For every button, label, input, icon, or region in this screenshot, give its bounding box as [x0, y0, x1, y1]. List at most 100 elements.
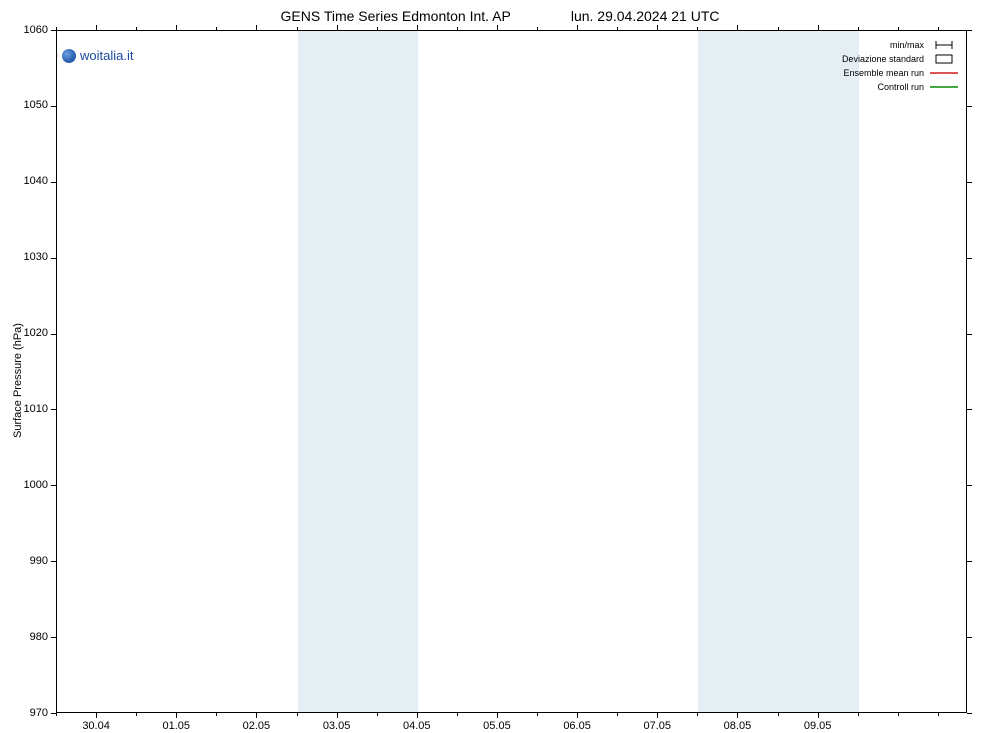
x-tick-top [657, 25, 658, 30]
x-tick-label: 07.05 [632, 720, 682, 732]
shaded-band [698, 31, 858, 712]
x-tick-label: 08.05 [712, 720, 762, 732]
y-tick-label: 1020 [24, 327, 48, 339]
y-tick-right [967, 334, 972, 335]
x-tick-label: 02.05 [231, 720, 281, 732]
x-minor-tick-top [297, 27, 298, 30]
x-tick-label: 05.05 [472, 720, 522, 732]
x-tick [337, 713, 338, 718]
x-minor-tick-top [858, 27, 859, 30]
x-minor-tick [297, 713, 298, 716]
y-tick-label: 970 [30, 707, 48, 719]
watermark-text: woitalia.it [80, 48, 133, 63]
x-tick [96, 713, 97, 718]
y-tick [51, 637, 56, 638]
x-minor-tick [858, 713, 859, 716]
legend-item-label: Deviazione standard [842, 54, 924, 64]
x-minor-tick-top [778, 27, 779, 30]
legend-item-label: Controll run [877, 82, 924, 92]
legend-item-label: min/max [890, 40, 924, 50]
x-minor-tick-top [56, 27, 57, 30]
y-tick-right [967, 409, 972, 410]
y-tick-label: 990 [30, 555, 48, 567]
x-minor-tick-top [457, 27, 458, 30]
y-tick [51, 30, 56, 31]
x-minor-tick-top [697, 27, 698, 30]
y-axis-label: Surface Pressure (hPa) [12, 323, 24, 438]
x-minor-tick-top [377, 27, 378, 30]
x-minor-tick-top [898, 27, 899, 30]
x-minor-tick-top [136, 27, 137, 30]
title-segment: lun. 29.04.2024 21 UTC [571, 8, 720, 24]
y-tick-right [967, 561, 972, 562]
x-minor-tick-top [617, 27, 618, 30]
y-tick-right [967, 106, 972, 107]
x-tick [176, 713, 177, 718]
y-tick-label: 1010 [24, 403, 48, 415]
legend-swatch [930, 82, 958, 92]
y-tick-right [967, 713, 972, 714]
x-tick [737, 713, 738, 718]
legend-swatch [930, 54, 958, 64]
x-minor-tick [136, 713, 137, 716]
x-minor-tick-top [216, 27, 217, 30]
x-minor-tick [56, 713, 57, 716]
y-tick [51, 258, 56, 259]
x-tick-label: 06.05 [552, 720, 602, 732]
legend-item-label: Ensemble mean run [843, 68, 924, 78]
x-tick-top [737, 25, 738, 30]
y-tick-right [967, 30, 972, 31]
y-tick [51, 334, 56, 335]
y-tick [51, 106, 56, 107]
x-tick-top [417, 25, 418, 30]
y-tick-label: 1050 [24, 99, 48, 111]
x-tick-label: 01.05 [151, 720, 201, 732]
globe-icon [62, 49, 76, 63]
x-tick-top [337, 25, 338, 30]
y-tick [51, 409, 56, 410]
x-minor-tick [216, 713, 217, 716]
x-minor-tick-top [537, 27, 538, 30]
x-minor-tick-top [938, 27, 939, 30]
x-tick-top [497, 25, 498, 30]
x-tick [577, 713, 578, 718]
chart-title: GENS Time Series Edmonton Int. AP lun. 29… [0, 8, 1000, 24]
y-tick [51, 561, 56, 562]
x-minor-tick [898, 713, 899, 716]
x-tick-top [176, 25, 177, 30]
y-tick-label: 1000 [24, 479, 48, 491]
plot-area [56, 30, 967, 713]
x-tick [818, 713, 819, 718]
shaded-band [378, 31, 418, 712]
chart-container: GENS Time Series Edmonton Int. AP lun. 29… [0, 0, 1000, 733]
x-minor-tick [617, 713, 618, 716]
x-tick [497, 713, 498, 718]
y-tick-right [967, 485, 972, 486]
x-tick-label: 03.05 [312, 720, 362, 732]
x-tick-top [96, 25, 97, 30]
y-tick-label: 1060 [24, 24, 48, 36]
x-tick [657, 713, 658, 718]
y-tick-right [967, 182, 972, 183]
y-tick [51, 182, 56, 183]
x-tick-label: 09.05 [793, 720, 843, 732]
x-minor-tick [778, 713, 779, 716]
y-tick-right [967, 637, 972, 638]
legend-swatch [930, 68, 958, 78]
legend-item: Ensemble mean run [836, 66, 958, 80]
legend-swatch [930, 40, 958, 50]
y-tick-right [967, 258, 972, 259]
x-tick [256, 713, 257, 718]
x-minor-tick [938, 713, 939, 716]
x-minor-tick [537, 713, 538, 716]
x-minor-tick [697, 713, 698, 716]
x-tick-label: 30.04 [71, 720, 121, 732]
shaded-band [298, 31, 378, 712]
x-tick-top [577, 25, 578, 30]
x-tick-top [256, 25, 257, 30]
legend-item: min/max [836, 38, 958, 52]
x-tick [417, 713, 418, 718]
y-tick-label: 1030 [24, 251, 48, 263]
legend: min/max Deviazione standard Ensemble mean … [830, 34, 964, 98]
title-segment: GENS Time Series Edmonton Int. AP [281, 8, 511, 24]
